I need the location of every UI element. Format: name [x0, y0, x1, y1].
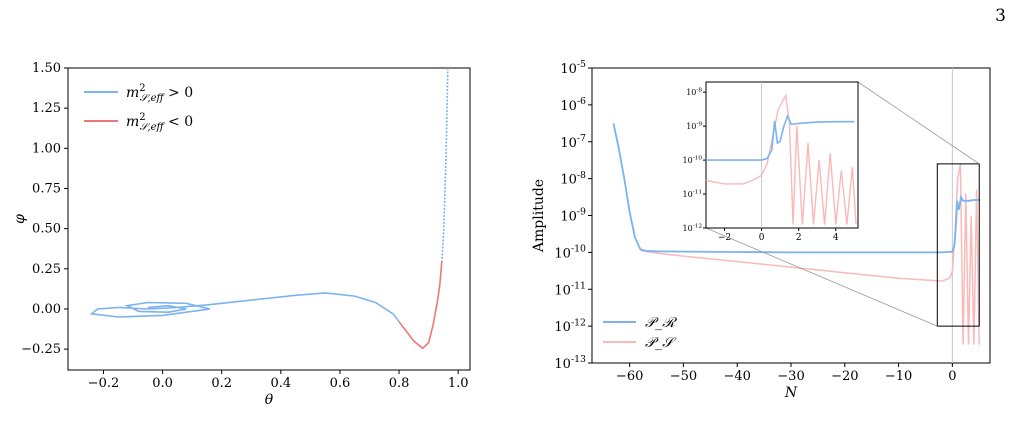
inset-ytick-label: 10-9	[686, 122, 702, 132]
right-ytick-label: 10-13	[554, 354, 586, 372]
left-ytick-label: 1.00	[32, 141, 61, 156]
inset-ytick-label: 10-12	[683, 223, 703, 233]
right-xtick-label: −20	[831, 369, 858, 384]
right-legend-label: 𝒫_𝒮	[645, 335, 677, 351]
left-ytick-label: 0.00	[32, 302, 61, 317]
left-chart: −0.2 0.0 0.2 0.4 0.6 0.8 1.0 −0.25 0.00 0.25 0.50 0…	[12, 61, 471, 408]
left-series-line	[441, 68, 449, 261]
inset-xtick-label: 4	[833, 233, 839, 243]
inset-xtick-label: −2	[718, 233, 731, 243]
right-ytick-label: 10-10	[554, 244, 586, 262]
left-xtick-label: 0.4	[270, 376, 291, 391]
right-ytick-label: 10-6	[560, 96, 586, 114]
inset-series-group	[706, 82, 857, 228]
right-ytick-label: 10-12	[554, 317, 586, 335]
page-number: 3	[995, 6, 1006, 26]
left-xtick-label: 0.0	[152, 376, 173, 391]
left-ytick-label: 1.25	[32, 101, 61, 116]
left-ytick-label: 1.50	[32, 61, 61, 76]
right-y-axis-label: Amplitude	[531, 179, 547, 253]
inset-ytick-label: 10-10	[683, 155, 703, 165]
right-ytick-label: 10-9	[560, 207, 586, 225]
zoom-box	[936, 163, 980, 327]
inset-xtick-label: 0	[759, 233, 765, 243]
left-series-line	[89, 292, 400, 323]
inset-ytick-label: 10-11	[683, 189, 702, 199]
left-xtick-label: 0.8	[389, 376, 410, 391]
left-x-axis-label: θ	[265, 392, 274, 408]
left-ytick-label: 0.50	[32, 222, 61, 237]
zoom-connector	[705, 227, 938, 327]
right-xtick-label: −40	[723, 369, 750, 384]
left-ytick-label: 0.75	[32, 181, 61, 196]
right-xtick-label: 0	[948, 369, 956, 384]
inset-frame	[705, 81, 859, 229]
left-series-line	[398, 260, 443, 350]
right-chart: −60 −50 −40 −30 −20 −10 010-1310-1210-1110-101…	[531, 59, 991, 401]
left-xtick-label: 1.0	[448, 376, 469, 391]
right-series-group	[612, 68, 980, 363]
left-legend-label: m2 𝒮,eff < 0	[126, 112, 193, 133]
right-legend-label: 𝒫_ℛ	[645, 315, 677, 331]
inset-series-ps	[706, 93, 857, 225]
zoom-connector	[857, 81, 980, 165]
right-x-axis-label: N	[784, 385, 798, 401]
left-xtick-label: 0.6	[330, 376, 351, 391]
right-series-ps	[640, 163, 980, 345]
left-ytick-label: 0.25	[32, 262, 61, 277]
inset-series-pr	[706, 113, 855, 161]
left-xtick-label: −0.2	[88, 376, 120, 391]
inset-xtick-label: 2	[796, 233, 802, 243]
right-xtick-label: −50	[670, 369, 697, 384]
left-legend-label: m2 𝒮,eff > 0	[126, 83, 193, 104]
inset-chart: −2 0 2 4 10-12 10-11 10-10 10-9 10-8	[683, 81, 859, 243]
left-ytick-label: −0.25	[21, 342, 61, 357]
left-plot-frame	[67, 67, 471, 371]
inset-ytick-label: 10-8	[686, 88, 702, 98]
right-legend: 𝒫_ℛ 𝒫_𝒮	[603, 315, 677, 351]
right-ytick-label: 10-7	[560, 133, 586, 151]
left-y-axis-label: φ	[12, 214, 28, 224]
left-xtick-label: 0.2	[211, 376, 232, 391]
right-series-pr	[612, 123, 980, 254]
right-ytick-label: 10-5	[560, 59, 586, 77]
right-ytick-label: 10-11	[554, 280, 586, 298]
right-xtick-label: −30	[777, 369, 804, 384]
left-series-group	[89, 68, 449, 350]
right-xtick-label: −60	[616, 369, 643, 384]
right-xtick-label: −10	[885, 369, 912, 384]
right-ytick-label: 10-8	[560, 170, 586, 188]
left-legend: m2 𝒮,eff > 0 m2 𝒮,eff < 0	[84, 83, 193, 133]
